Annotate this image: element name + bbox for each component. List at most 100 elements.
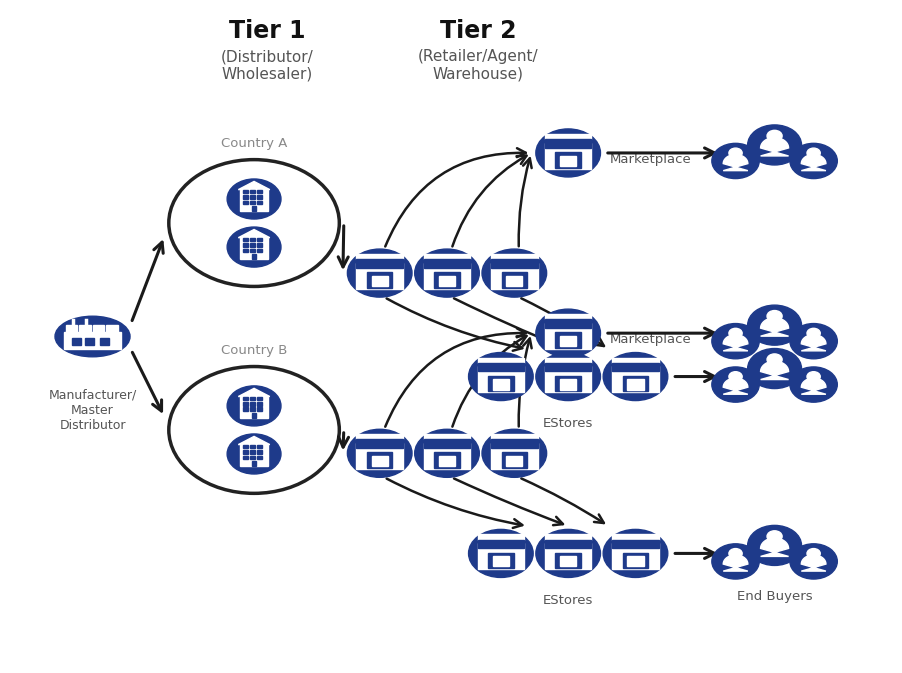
Bar	[240, 445, 268, 466]
Bar	[356, 443, 402, 469]
Text: Marketplace: Marketplace	[609, 153, 690, 166]
Bar	[257, 445, 262, 448]
Bar	[559, 155, 575, 166]
Bar	[250, 190, 254, 193]
Bar	[250, 407, 254, 411]
Polygon shape	[759, 538, 787, 557]
Circle shape	[766, 131, 781, 141]
Text: EStores: EStores	[542, 417, 593, 430]
Bar	[250, 445, 254, 448]
Bar	[66, 325, 78, 332]
Bar	[243, 195, 247, 199]
Bar	[243, 456, 247, 459]
Circle shape	[747, 349, 801, 388]
Bar	[356, 262, 402, 289]
Bar	[477, 540, 523, 548]
Bar	[243, 248, 247, 252]
Bar	[491, 262, 537, 289]
Bar	[423, 443, 470, 469]
Bar	[438, 276, 455, 286]
Bar	[506, 276, 522, 286]
Bar	[477, 357, 523, 363]
Bar	[438, 456, 455, 466]
Bar	[477, 363, 523, 371]
Bar	[366, 452, 392, 468]
Circle shape	[711, 367, 759, 402]
Bar	[555, 152, 580, 168]
Bar	[240, 397, 268, 418]
Circle shape	[535, 353, 600, 400]
Circle shape	[747, 526, 801, 565]
Bar	[243, 244, 247, 247]
Bar	[622, 553, 648, 568]
Circle shape	[789, 324, 836, 359]
Bar	[627, 379, 643, 390]
Bar	[423, 434, 470, 439]
Bar	[491, 254, 537, 259]
Polygon shape	[800, 378, 825, 394]
Bar	[544, 534, 591, 540]
Bar	[559, 379, 575, 390]
Bar	[243, 450, 247, 454]
Circle shape	[468, 530, 532, 577]
Bar	[106, 325, 117, 332]
Bar	[356, 439, 402, 448]
Bar	[612, 543, 658, 569]
Text: Tier 1: Tier 1	[229, 20, 306, 44]
Bar	[544, 319, 591, 328]
Circle shape	[711, 324, 759, 359]
Polygon shape	[759, 361, 787, 380]
Bar	[92, 325, 104, 332]
Bar	[491, 259, 537, 268]
Bar	[544, 323, 591, 349]
Bar	[487, 553, 513, 568]
Circle shape	[227, 227, 281, 267]
Bar	[250, 244, 254, 247]
Circle shape	[806, 328, 819, 338]
Polygon shape	[723, 555, 747, 571]
Bar	[559, 556, 575, 567]
Bar	[257, 248, 262, 252]
Bar	[64, 332, 121, 349]
Polygon shape	[800, 155, 825, 171]
Bar	[243, 190, 247, 193]
Bar	[555, 376, 580, 391]
Bar	[559, 336, 575, 346]
Bar	[250, 201, 254, 204]
Bar	[356, 259, 402, 268]
Bar	[99, 338, 108, 345]
Circle shape	[766, 531, 781, 542]
Bar	[612, 363, 658, 371]
Circle shape	[347, 249, 411, 297]
Polygon shape	[238, 182, 270, 190]
Bar	[257, 402, 262, 406]
Bar	[501, 272, 527, 288]
Bar	[434, 272, 459, 288]
Bar	[555, 553, 580, 568]
Circle shape	[535, 129, 600, 177]
Bar	[555, 332, 580, 348]
Bar	[492, 556, 509, 567]
Bar	[257, 407, 262, 411]
Text: Manufacturer/
Master
Distributor: Manufacturer/ Master Distributor	[49, 388, 136, 431]
Bar	[544, 134, 591, 139]
Ellipse shape	[55, 316, 130, 357]
Bar	[491, 439, 537, 448]
Polygon shape	[238, 388, 270, 396]
Circle shape	[468, 353, 532, 400]
Bar	[252, 413, 256, 418]
Bar	[250, 402, 254, 406]
Circle shape	[789, 143, 836, 178]
Bar	[356, 434, 402, 439]
Bar	[243, 402, 247, 406]
Bar	[250, 248, 254, 252]
Circle shape	[806, 148, 819, 158]
Bar	[544, 139, 591, 148]
Bar	[250, 238, 254, 242]
Bar	[86, 338, 94, 345]
Text: Country B: Country B	[221, 343, 287, 357]
Bar	[501, 452, 527, 468]
Bar	[612, 357, 658, 363]
Bar	[243, 407, 247, 411]
Bar	[371, 276, 388, 286]
